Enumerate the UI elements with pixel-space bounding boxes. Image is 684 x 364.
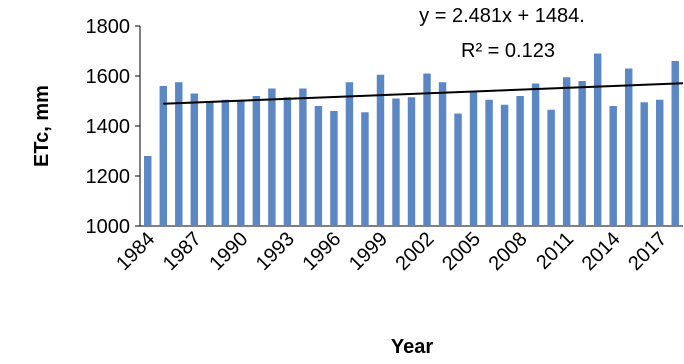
bar-2011 [562,77,571,226]
bar-2000 [392,98,400,226]
x-tick-label: 2014 [578,228,625,275]
bar-2007 [500,104,509,226]
bar-2018 [671,61,679,226]
bar-1984 [144,156,152,226]
bar-1994 [299,88,307,226]
bar-2003 [438,82,447,226]
bar-1988 [206,102,214,226]
bar-2014 [609,106,617,226]
y-tick-label: 1600 [86,66,131,88]
bar-2001 [407,97,416,226]
bar-1985 [159,86,167,226]
x-tick-label: 1993 [252,228,299,275]
trend-equation: y = 2.481x + 1484. [419,5,585,27]
x-tick-label: 2005 [438,228,485,275]
x-tick-label: 2008 [485,228,532,275]
bar-1993 [283,97,292,226]
bar-2010 [547,109,555,226]
x-axis-label: Year [391,336,433,358]
bar-2004 [454,113,462,226]
bar-2016 [640,102,648,226]
x-tick-label: 1987 [159,228,206,275]
y-tick-label: 1800 [86,16,131,38]
bar-1997 [345,82,354,226]
bar-2002 [423,73,431,226]
bar-series [144,53,679,226]
bar-1992 [268,88,276,226]
bar-1998 [361,112,369,226]
y-axis-label: ETc, mm [31,85,53,167]
trend-line [163,82,684,105]
bar-2017 [656,99,664,226]
bar-1991 [252,96,261,226]
bar-1987 [190,93,199,226]
bar-2009 [531,83,540,226]
y-tick-label: 1200 [86,166,131,188]
bar-2012 [578,81,586,226]
bar-1986 [175,82,183,226]
bar-1999 [376,74,385,226]
bar-2008 [516,96,524,226]
bar-1995 [314,106,323,226]
x-tick-label: 1996 [298,228,345,275]
x-tick-label: 1999 [345,228,392,275]
y-tick-label: 1000 [86,216,131,238]
x-tick-label: 2017 [624,228,671,275]
bar-1990 [237,101,245,226]
x-tick-label: 2002 [392,228,439,275]
y-tick-label: 1400 [86,116,131,138]
bar-1996 [330,111,338,226]
x-tick-label: 1990 [205,228,252,275]
x-tick-label: 2011 [532,228,578,274]
bar-2005 [469,91,478,226]
bar-2006 [485,99,493,226]
bar-2013 [593,53,602,226]
bar-1989 [221,99,230,226]
bar-2015 [624,68,633,226]
trend-r-squared: R² = 0.123 [461,40,555,62]
